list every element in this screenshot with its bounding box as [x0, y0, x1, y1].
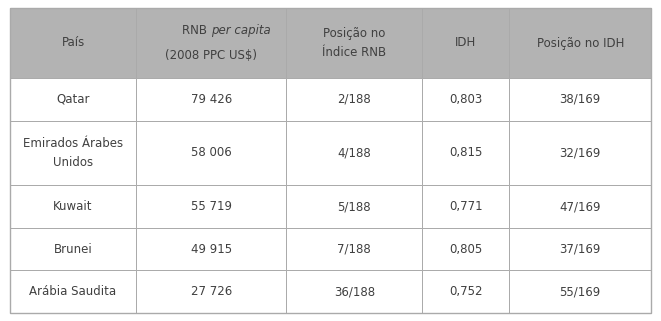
Text: (2008 PPC US$): (2008 PPC US$) — [165, 49, 257, 62]
Bar — [286, 185, 422, 228]
Bar — [286, 8, 422, 78]
Text: RNB: RNB — [182, 24, 212, 37]
Text: per capita: per capita — [212, 24, 271, 37]
Bar — [422, 270, 510, 313]
Bar — [10, 270, 136, 313]
Bar — [136, 228, 286, 270]
Bar — [422, 8, 510, 78]
Bar — [286, 270, 422, 313]
Bar — [136, 78, 286, 121]
Text: 27 726: 27 726 — [190, 285, 232, 298]
Bar — [136, 185, 286, 228]
Text: 5/188: 5/188 — [338, 200, 371, 213]
Text: 0,805: 0,805 — [449, 243, 483, 256]
Bar — [422, 228, 510, 270]
Text: 4/188: 4/188 — [337, 146, 371, 160]
Text: 38/169: 38/169 — [560, 93, 601, 106]
Text: Posição no
Índice RNB: Posição no Índice RNB — [322, 28, 386, 58]
Text: IDH: IDH — [455, 37, 477, 49]
Text: 7/188: 7/188 — [337, 243, 371, 256]
Text: 0,771: 0,771 — [449, 200, 483, 213]
Bar — [510, 121, 651, 185]
Text: 2/188: 2/188 — [337, 93, 371, 106]
Bar — [136, 121, 286, 185]
Text: Arábia Saudita: Arábia Saudita — [30, 285, 116, 298]
Text: Brunei: Brunei — [54, 243, 93, 256]
Text: 0,803: 0,803 — [449, 93, 483, 106]
Text: 0,752: 0,752 — [449, 285, 483, 298]
Bar — [510, 270, 651, 313]
Bar — [286, 78, 422, 121]
Text: Emirados Árabes
Unidos: Emirados Árabes Unidos — [23, 137, 123, 169]
Text: 47/169: 47/169 — [559, 200, 601, 213]
Text: Qatar: Qatar — [56, 93, 90, 106]
Text: 58 006: 58 006 — [191, 146, 231, 160]
Bar — [136, 270, 286, 313]
Bar — [10, 8, 136, 78]
Text: País: País — [61, 37, 85, 49]
Bar — [422, 185, 510, 228]
Bar — [510, 78, 651, 121]
Bar — [422, 121, 510, 185]
Text: 37/169: 37/169 — [559, 243, 601, 256]
Bar — [286, 121, 422, 185]
Bar — [136, 8, 286, 78]
Text: 55 719: 55 719 — [191, 200, 232, 213]
Text: Posição no IDH: Posição no IDH — [537, 37, 624, 49]
Text: 0,815: 0,815 — [449, 146, 483, 160]
Bar — [286, 228, 422, 270]
Text: 32/169: 32/169 — [559, 146, 601, 160]
Bar — [10, 228, 136, 270]
Bar — [10, 121, 136, 185]
Bar — [510, 8, 651, 78]
Bar — [422, 78, 510, 121]
Text: 55/169: 55/169 — [560, 285, 601, 298]
Bar — [10, 78, 136, 121]
Text: 36/188: 36/188 — [334, 285, 375, 298]
Text: 49 915: 49 915 — [190, 243, 232, 256]
Bar — [10, 185, 136, 228]
Text: Kuwait: Kuwait — [54, 200, 93, 213]
Text: 79 426: 79 426 — [190, 93, 232, 106]
Bar — [510, 185, 651, 228]
Bar — [510, 228, 651, 270]
